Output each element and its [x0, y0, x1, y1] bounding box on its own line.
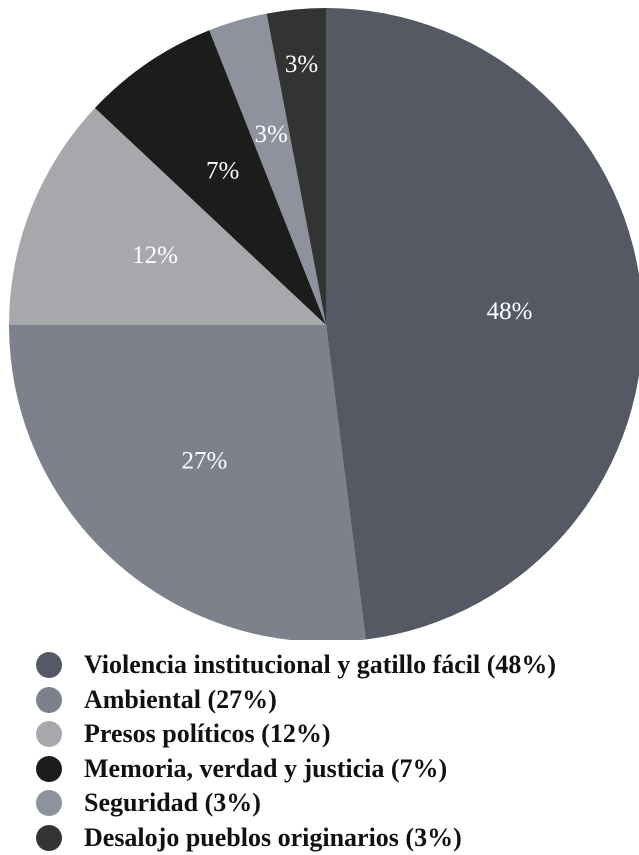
legend-item: Violencia institucional y gatillo fácil …: [36, 648, 636, 683]
slice-value-label: 3%: [285, 51, 318, 78]
legend-swatch: [36, 652, 62, 679]
pie-slice: [94, 30, 326, 325]
slice-value-label: 48%: [487, 298, 533, 325]
slice-value-label: 12%: [132, 242, 178, 269]
legend-swatch: [36, 790, 62, 817]
pie-slice: [9, 107, 326, 325]
legend-label: Seguridad (3%): [84, 788, 261, 818]
slice-value-label: 27%: [181, 448, 227, 475]
legend-swatch: [36, 755, 62, 782]
legend-item: Presos políticos (12%): [36, 717, 636, 752]
pie-slice: [326, 8, 639, 640]
legend-item: Memoria, verdad y justicia (7%): [36, 752, 636, 787]
legend-swatch: [36, 824, 62, 851]
slice-value-label: 7%: [206, 158, 239, 185]
legend-label: Desalojo pueblos originarios (3%): [84, 822, 462, 852]
legend-item: Ambiental (27%): [36, 683, 636, 718]
legend-label: Violencia institucional y gatillo fácil …: [84, 650, 557, 680]
legend-label: Memoria, verdad y justicia (7%): [84, 753, 448, 783]
chart-legend: Violencia institucional y gatillo fácil …: [36, 648, 636, 855]
slice-value-label: 3%: [255, 121, 288, 148]
pie-slice: [209, 13, 326, 326]
legend-swatch: [36, 721, 62, 748]
pie-slice: [266, 8, 326, 325]
pie-chart: 48% 27% 12% 7% 3% 3%: [9, 8, 639, 640]
pie-slice: [9, 325, 366, 640]
legend-label: Ambiental (27%): [84, 684, 277, 714]
legend-swatch: [36, 686, 62, 713]
legend-item: Seguridad (3%): [36, 786, 636, 821]
legend-label: Presos políticos (12%): [84, 719, 331, 749]
legend-item: Desalojo pueblos originarios (3%): [36, 821, 636, 855]
